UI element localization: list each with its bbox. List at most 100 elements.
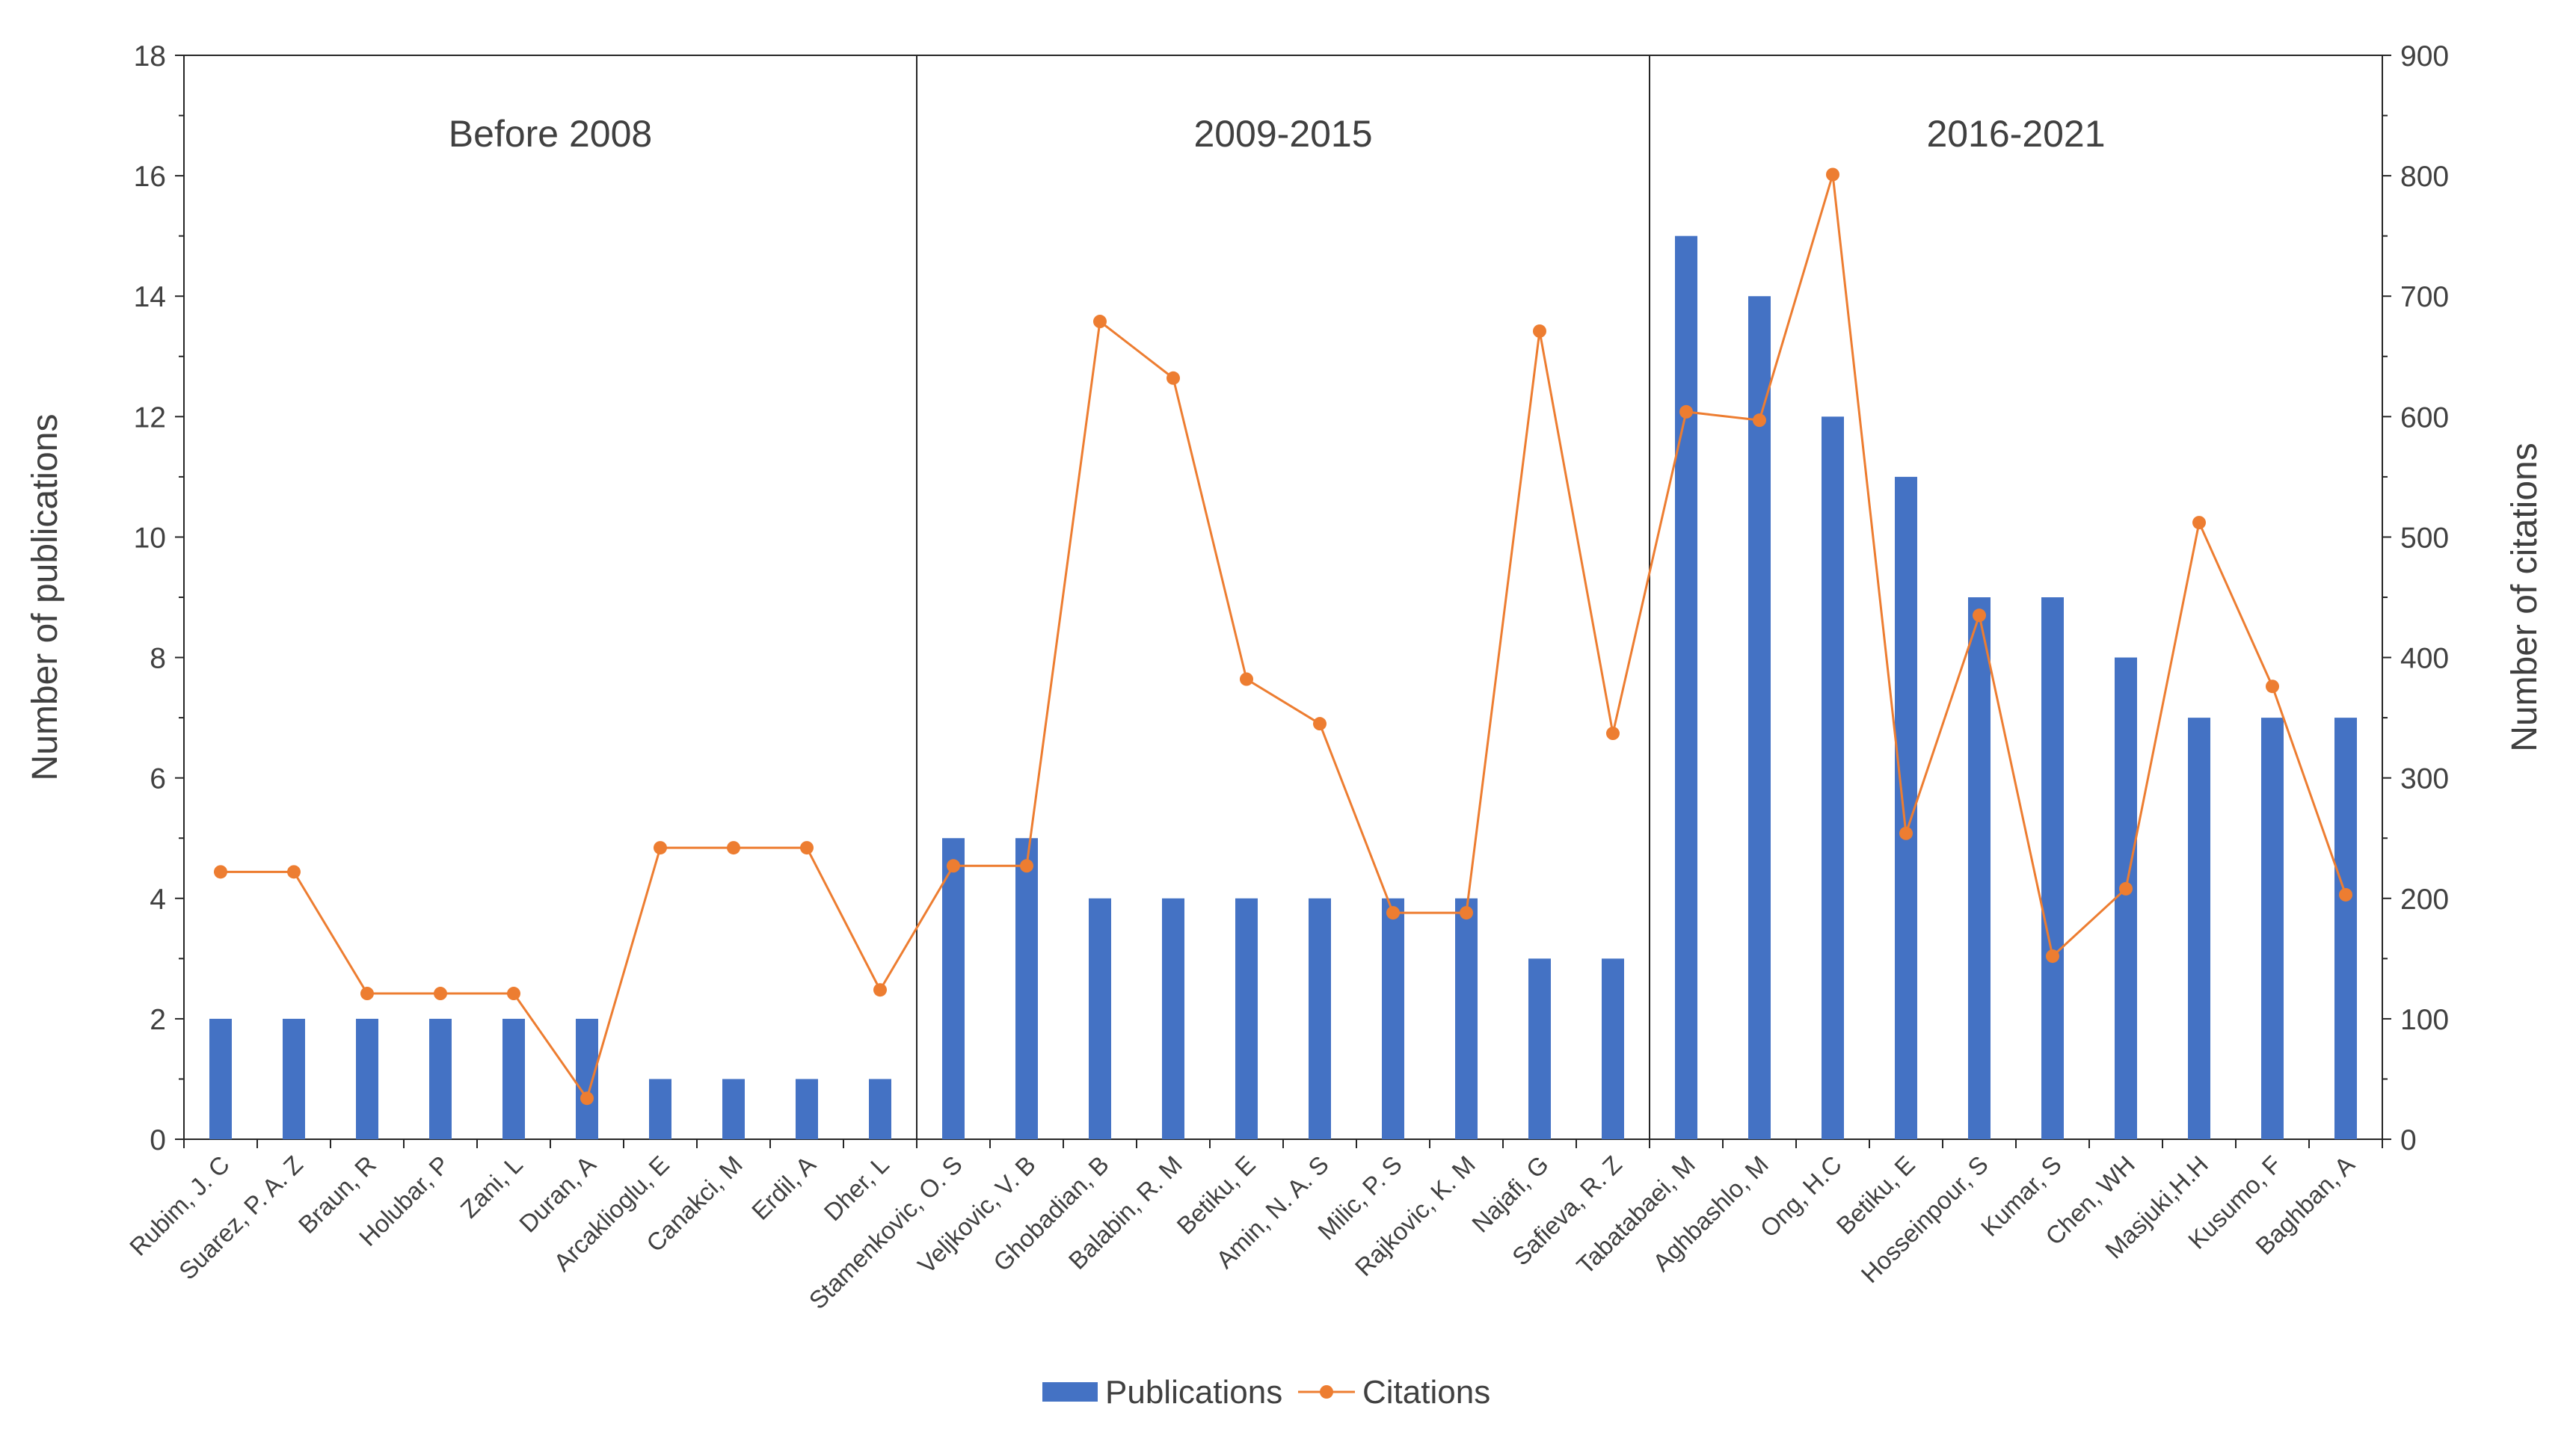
citations-point [947, 859, 960, 873]
citations-point [1973, 608, 1986, 623]
citations-point [1386, 906, 1400, 920]
publications-bar [1675, 235, 1697, 1140]
publications-bar [869, 1079, 891, 1139]
citations-point [507, 987, 520, 1001]
legend-publications-label: Publications [1105, 1374, 1282, 1411]
publications-bar [2334, 718, 2357, 1139]
y-tick-label: 6 [150, 763, 166, 795]
y2-tick-label: 400 [2400, 643, 2449, 675]
legend-citations-marker [1320, 1385, 1333, 1399]
y2-tick-label: 700 [2400, 281, 2449, 313]
publications-bar [576, 1018, 598, 1139]
publications-bar [1162, 898, 1184, 1139]
plot-frame [175, 55, 2391, 1148]
y-tick-label: 10 [134, 522, 166, 554]
y-tick-label: 14 [134, 281, 166, 313]
citations-point [1606, 727, 1620, 741]
publications-bar [796, 1079, 818, 1139]
publications-bar [1309, 898, 1331, 1139]
publications-bar [429, 1018, 452, 1139]
citations-point [2266, 680, 2279, 694]
publications-bar [283, 1018, 305, 1139]
publications-bar [722, 1079, 745, 1139]
y2-tick-label: 100 [2400, 1004, 2449, 1036]
y2-tick-label: 500 [2400, 522, 2449, 554]
citations-point [1533, 324, 1546, 338]
citations-point [1753, 413, 1766, 428]
citations-point [360, 987, 374, 1001]
citations-point [287, 865, 301, 879]
period-label: Before 2008 [449, 113, 652, 155]
citations-point [214, 865, 227, 879]
publications-bar [2115, 657, 2137, 1139]
y2-tick-label: 900 [2400, 40, 2449, 73]
citations-point [654, 841, 667, 855]
publications-bars [209, 235, 2357, 1140]
citations-point [1093, 315, 1107, 329]
legend: Publications Citations [1042, 1374, 1490, 1411]
citations-point [873, 983, 887, 997]
publications-bar [2041, 597, 2064, 1139]
period-label: 2016-2021 [1926, 113, 2105, 155]
citations-point [1313, 717, 1327, 731]
publications-bar [1015, 838, 1038, 1139]
citations-point [1020, 859, 1033, 873]
publications-bar [502, 1018, 525, 1139]
publications-bar [2188, 718, 2210, 1139]
y2-tick-label: 300 [2400, 763, 2449, 795]
y-tick-label: 12 [134, 401, 166, 434]
citations-point [2339, 887, 2352, 902]
x-category-label: Ong, H.C [1755, 1150, 1847, 1242]
publications-bar [649, 1079, 671, 1139]
citations-point [580, 1091, 594, 1106]
y-tick-label: 8 [150, 643, 166, 675]
publications-bar [1235, 898, 1258, 1139]
y2-tick-label: 200 [2400, 884, 2449, 916]
x-category-label: Zani, L [455, 1150, 528, 1224]
y-tick-label: 16 [134, 161, 166, 193]
y-tick-label: 2 [150, 1004, 166, 1036]
y2-tick-label: 600 [2400, 401, 2449, 434]
publications-bar [1455, 898, 1478, 1139]
y-axis-title: Number of publications [25, 414, 65, 781]
x-category-label: Hosseinpour, S [1856, 1150, 1994, 1288]
period-label: 2009-2015 [1193, 113, 1372, 155]
y-tick-label: 18 [134, 40, 166, 73]
citations-point [800, 841, 814, 855]
citations-point [434, 987, 447, 1001]
y-tick-label: 0 [150, 1124, 166, 1156]
y2-tick-label: 800 [2400, 161, 2449, 193]
publications-bar [1602, 958, 1624, 1139]
citations-point [1899, 826, 1913, 840]
citations-line [214, 167, 2352, 1106]
citations-point [1826, 167, 1839, 182]
citations-point [1679, 404, 1693, 419]
legend-publications-swatch [1042, 1382, 1098, 1402]
publications-bar [1748, 296, 1771, 1140]
citations-point [1460, 906, 1473, 920]
publications-bar [1528, 958, 1551, 1139]
publications-bar [1968, 597, 1991, 1139]
citations-point [2119, 881, 2133, 896]
citations-polyline [221, 174, 2347, 1101]
axis-labels: Before 2008 2009-2015 2016-2021 0 2 4 6 8 10 12 14… [25, 40, 2545, 1314]
y2-axis-title: Number of citations [2505, 443, 2545, 752]
citations-point [1240, 672, 1253, 686]
publications-bar [1382, 898, 1404, 1139]
citations-point [2046, 949, 2059, 964]
citations-point [2192, 516, 2206, 530]
publications-bar [2261, 718, 2284, 1139]
y-tick-label: 4 [150, 884, 166, 916]
legend-citations-label: Citations [1362, 1374, 1490, 1411]
y2-tick-label: 0 [2400, 1124, 2417, 1156]
publications-bar [942, 838, 965, 1139]
x-category-label: Suarez, P. A. Z [173, 1150, 308, 1285]
citations-point [1166, 371, 1180, 385]
x-category-label: Erdil, A [746, 1150, 821, 1225]
publications-bar [356, 1018, 378, 1139]
publications-bar [1089, 898, 1111, 1139]
publications-bar [1822, 416, 1844, 1139]
publications-bar [209, 1018, 232, 1139]
